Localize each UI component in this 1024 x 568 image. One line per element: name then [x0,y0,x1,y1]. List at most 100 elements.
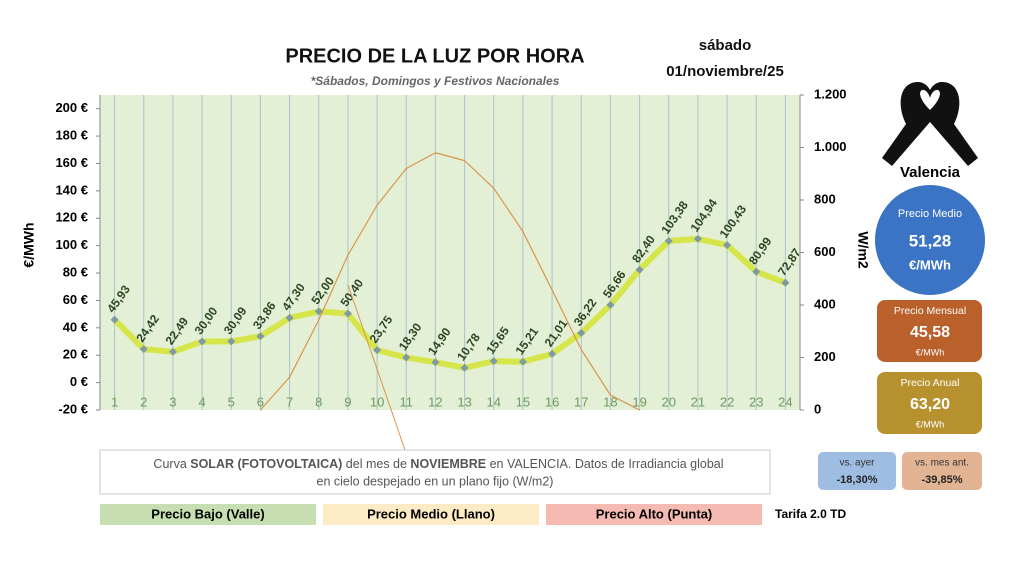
note-part: SOLAR (FOTOVOLTAICA) [190,457,342,471]
anual-unit: €/MWh [916,419,945,429]
anual-box [877,372,982,434]
x-tick-label: 2 [140,394,147,409]
point-marker [460,363,469,372]
point-marker [693,234,702,243]
point-marker [635,265,644,274]
note-line: en cielo despejado en un plano fijo (W/m… [317,474,554,488]
point-marker [402,353,411,362]
y-tick-label: 60 € [63,292,88,307]
note-part: Curva [153,457,190,471]
point-marker [752,267,761,276]
point-marker [548,349,557,358]
title: PRECIO DE LA LUZ POR HORA [285,45,584,67]
y2-axis-title: W/m2 [855,231,871,269]
y-tick-label: 160 € [55,155,88,170]
point-marker [256,332,265,341]
mensual-box [877,300,982,362]
ribbon-icon [882,82,978,166]
x-tick-label: 1 [111,394,118,409]
legend-band [546,504,762,525]
mensual-unit: €/MWh [916,347,945,357]
y-tick-label: 200 € [55,100,88,115]
medio-label: Precio Medio [898,208,962,220]
y-tick-label: 120 € [55,210,88,225]
y2-tick-label: 400 [814,296,836,311]
y2-tick-label: 600 [814,244,836,259]
note-part: en VALENCIA. Datos de Irradiancia global [486,457,723,471]
legend-band [323,504,539,525]
mes-box [902,452,982,490]
ayer-value: -18,30% [837,474,878,486]
y-tick-label: 100 € [55,237,88,252]
mes-label: vs. mes ant. [915,458,969,469]
point-marker [168,347,177,356]
y-tick-label: 40 € [63,319,88,334]
anual-label: Precio Anual [901,377,960,389]
x-tick-label: 17 [574,394,588,409]
point-marker [606,301,615,310]
point-marker [314,307,323,316]
point-marker [110,315,119,324]
x-tick-label: 22 [720,394,734,409]
x-tick-label: 11 [400,394,414,409]
x-tick-label: 6 [257,394,264,409]
x-tick-label: 19 [632,394,646,409]
medio-value: 51,28 [909,231,952,250]
x-tick-label: 3 [169,394,176,409]
legend-label: Precio Medio (Llano) [367,506,495,521]
tariff: Tarifa 2.0 TD [775,507,846,521]
point-marker [431,358,440,367]
y-tick-label: 80 € [63,264,88,279]
x-tick-label: 7 [286,394,293,409]
y2-tick-label: 0 [814,401,821,416]
x-tick-label: 16 [545,394,559,409]
x-tick-label: 12 [428,394,442,409]
mensual-value: 45,58 [910,324,950,341]
point-marker [577,329,586,338]
y-tick-label: 20 € [63,347,88,362]
point-marker [343,309,352,318]
x-tick-label: 18 [603,394,617,409]
x-tick-label: 21 [691,394,705,409]
y2-tick-label: 1.000 [814,139,847,154]
medio-unit: €/MWh [909,257,951,272]
note-line: Curva SOLAR (FOTOVOLTAICA) del mes de NO… [136,457,734,471]
weekday: sábado [699,37,752,54]
point-marker [139,345,148,354]
note-part: del mes de [342,457,410,471]
mensual-label: Precio Mensual [894,305,966,317]
point-marker [723,241,732,250]
point-marker [198,337,207,346]
x-tick-label: 8 [315,394,322,409]
legend-band [100,504,316,525]
x-tick-label: 20 [662,394,676,409]
ayer-box [818,452,896,490]
point-marker [227,337,236,346]
point-marker [781,278,790,287]
city: Valencia [900,164,961,181]
x-tick-label: 15 [516,394,530,409]
y2-tick-label: 1.200 [814,86,847,101]
point-marker [489,357,498,366]
legend-label: Precio Alto (Punta) [596,506,713,521]
series-line [111,235,789,371]
x-tick-label: 4 [198,394,205,409]
x-tick-label: 9 [344,394,351,409]
series-line [259,152,641,411]
subtitle: *Sábados, Domingos y Festivos Nacionales [311,74,560,88]
note-box [99,449,771,495]
anual-value: 63,20 [910,396,950,413]
x-tick-label: 14 [487,394,501,409]
y-tick-label: 0 € [70,374,88,389]
x-tick-label: 24 [778,394,792,409]
mes-value: -39,85% [922,474,963,486]
callout-line [347,284,406,451]
x-tick-label: 23 [749,394,763,409]
point-marker [664,237,673,246]
date: 01/noviembre/25 [666,63,784,80]
legend-label: Precio Bajo (Valle) [151,506,264,521]
note-part: NOVIEMBRE [410,457,486,471]
point-marker [373,346,382,355]
x-tick-label: 13 [457,394,471,409]
